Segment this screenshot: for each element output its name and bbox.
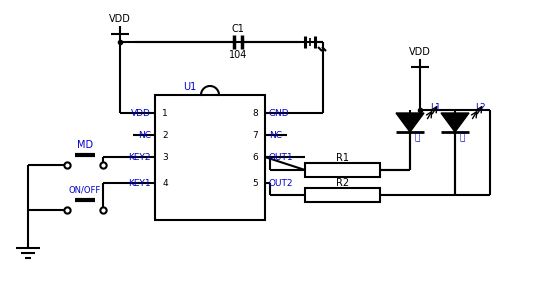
- Bar: [305, 188, 380, 202]
- Text: GND: GND: [269, 108, 289, 118]
- Text: 7: 7: [252, 131, 258, 139]
- Text: 暖: 暖: [460, 133, 465, 143]
- Text: 1: 1: [162, 108, 168, 118]
- Text: OUT1: OUT1: [269, 153, 294, 162]
- Text: 8: 8: [252, 108, 258, 118]
- Polygon shape: [396, 113, 424, 132]
- Text: KEY1: KEY1: [129, 179, 151, 187]
- Text: MD: MD: [77, 140, 93, 150]
- Text: 6: 6: [252, 153, 258, 162]
- Text: 3: 3: [162, 153, 168, 162]
- Text: R2: R2: [336, 178, 349, 188]
- Text: VDD: VDD: [109, 14, 131, 24]
- Text: 白: 白: [415, 133, 420, 143]
- Text: NC: NC: [269, 131, 282, 139]
- Text: 4: 4: [162, 179, 168, 187]
- Text: ON/OFF: ON/OFF: [69, 185, 101, 195]
- Text: C1: C1: [231, 24, 244, 34]
- Text: VDD: VDD: [131, 108, 151, 118]
- Polygon shape: [441, 113, 469, 132]
- Text: L2: L2: [475, 103, 486, 112]
- Bar: [305, 163, 380, 177]
- Text: 5: 5: [252, 179, 258, 187]
- Bar: [155, 95, 265, 220]
- Text: L1: L1: [430, 103, 441, 112]
- Text: KEY2: KEY2: [129, 153, 151, 162]
- Text: VDD: VDD: [409, 47, 431, 57]
- Text: 2: 2: [162, 131, 168, 139]
- Text: R1: R1: [336, 153, 349, 163]
- Text: 104: 104: [229, 50, 247, 60]
- Text: OUT2: OUT2: [269, 179, 294, 187]
- Text: U1: U1: [183, 82, 196, 92]
- Text: NC: NC: [138, 131, 151, 139]
